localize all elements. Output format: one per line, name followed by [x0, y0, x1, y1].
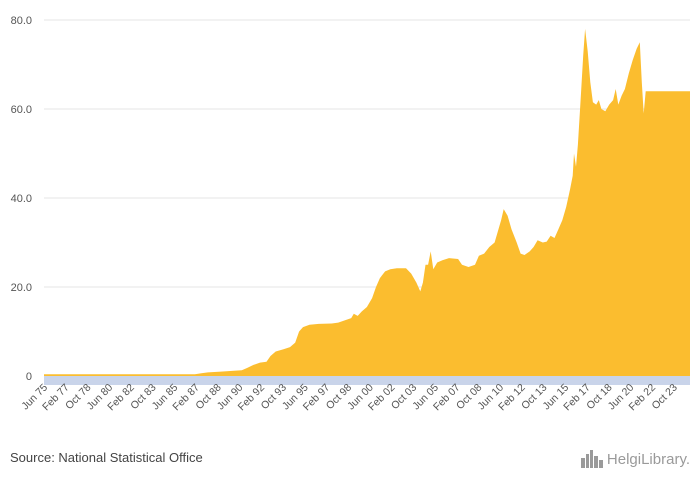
y-axis: 0 20.0 40.0 60.0 80.0: [11, 15, 32, 383]
baseline-band: [44, 376, 690, 385]
helgi-library-logo[interactable]: HelgiLibrary.: [580, 448, 690, 470]
y-tick-label: 0: [26, 371, 32, 383]
skyline-icon: [580, 450, 603, 468]
y-tick-label: 80.0: [11, 15, 32, 27]
y-tick-label: 20.0: [11, 282, 32, 294]
brand-label: HelgiLibrary.: [606, 450, 690, 468]
source-note: Source: National Statistical Office: [10, 450, 203, 465]
series-area-value: [44, 28, 690, 377]
y-tick-label: 60.0: [11, 104, 32, 116]
y-tick-label: 40.0: [11, 193, 32, 205]
